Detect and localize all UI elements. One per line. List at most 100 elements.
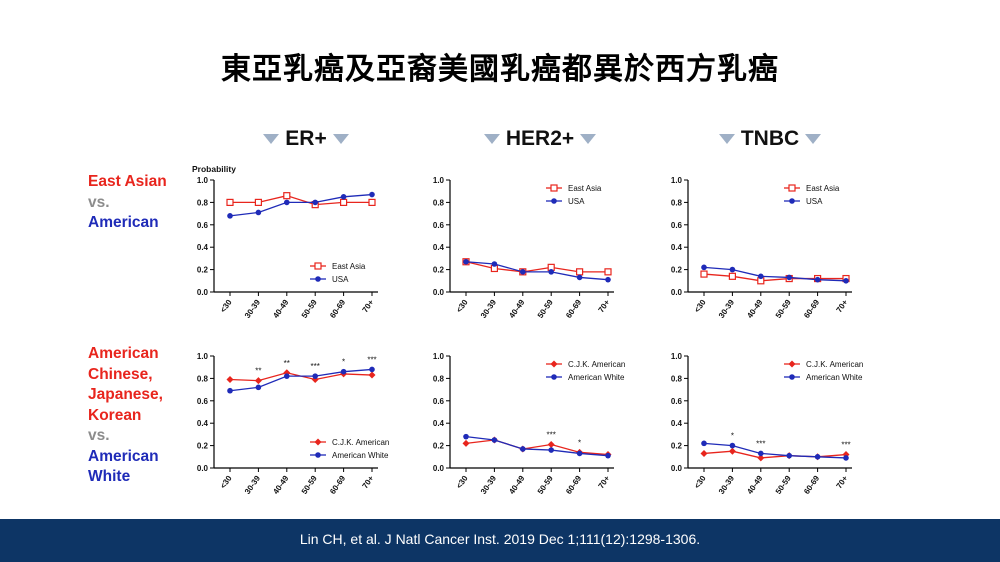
x-tick-label: 30-39 [479,474,498,496]
legend-marker [551,374,557,380]
x-tick-label: 40-49 [271,298,290,320]
x-tick-label: 70+ [834,474,849,491]
data-point [491,437,498,443]
data-point [605,452,611,459]
y-tick-label: 1.0 [197,176,209,185]
data-point [255,209,262,216]
x-tick-label: 70+ [360,474,375,491]
y-tick-label: 1.0 [433,352,445,361]
y-tick-label: 0.6 [197,221,209,230]
series-line [703,442,847,459]
legend-marker [789,198,795,204]
chart-panel-5: 0.0 0.2 0.4 0.6 0.8 1.0 <30 30-39 40-49 50-59 60-6… [433,352,625,496]
legend-label: East Asia [568,184,602,193]
y-tick-label: 0.8 [671,374,683,383]
triangle-down-icon [718,134,735,145]
y-tick-label: 0.4 [671,419,683,428]
x-tick-label: 50-59 [774,298,793,320]
x-tick-label: 40-49 [507,474,526,496]
x-tick-label: <30 [454,298,469,315]
data-point [463,258,469,265]
legend-label: East Asia [332,262,366,271]
series-line [229,193,373,217]
significance-marker: *** [367,355,376,364]
y-tick-label: 1.0 [671,352,683,361]
data-point [283,192,291,200]
y-tick-label: 0.2 [671,442,683,451]
y-tick-label: 0.8 [197,198,209,207]
y-tick-label: 0.8 [433,198,445,207]
data-point [226,376,234,384]
data-point [284,373,290,379]
column-header-her2: HER2+ [440,127,640,151]
y-tick-label: 0.4 [197,419,209,428]
significance-marker: *** [547,430,556,439]
legend-marker [788,184,796,192]
data-point [547,440,555,448]
data-point [758,450,764,457]
data-point [757,454,765,462]
legend-marker [314,262,322,270]
y-tick-label: 0.0 [197,288,209,297]
chart-panel-6: 0.0 0.2 0.4 0.6 0.8 1.0 <30 30-39 40-49 50-59 60-6… [671,352,863,496]
y-axis-label: Probability [192,164,236,174]
data-point [254,198,262,206]
y-tick-label: 0.8 [197,374,209,383]
y-tick-label: 0.0 [671,288,683,297]
chart-panel-2: 0.0 0.2 0.4 0.6 0.8 1.0 <30 30-39 40-49 50-59 60-6… [433,176,614,320]
triangle-down-icon [483,134,500,145]
y-tick-label: 0.6 [671,221,683,230]
series-line [703,273,846,282]
x-tick-label: 50-59 [300,298,319,320]
legend-label: East Asia [806,184,840,193]
data-point [312,373,319,379]
significance-marker: * [731,432,734,441]
x-tick-label: 30-39 [243,474,262,496]
x-tick-label: 60-69 [802,474,821,496]
x-tick-label: 70+ [360,298,375,315]
data-point [729,442,736,449]
x-tick-label: 40-49 [745,298,764,320]
data-point [814,276,821,283]
legend-marker [314,438,322,446]
data-point [368,198,376,206]
significance-marker: ** [255,367,261,376]
significance-marker: *** [756,439,765,448]
data-point [312,199,319,206]
legend-marker [788,360,796,368]
data-point [729,266,736,273]
data-point [701,264,707,271]
series-line [465,261,608,273]
data-point [548,269,554,275]
data-point [340,194,347,200]
column-header-tnbc: TNBC [670,127,870,151]
data-point [700,449,708,457]
x-tick-label: 70+ [596,474,611,491]
data-point [728,272,737,280]
x-tick-label: 50-59 [536,474,555,496]
data-point [340,198,348,206]
legend-label: American White [806,373,863,382]
y-tick-label: 0.2 [197,442,209,451]
y-tick-label: 0.0 [433,288,445,297]
data-point [369,366,375,373]
y-tick-label: 0.6 [433,397,445,406]
y-tick-label: 0.0 [197,464,209,473]
x-tick-label: 70+ [596,298,611,315]
legend-marker [551,198,557,204]
data-point [491,261,498,267]
series-line [703,266,847,282]
y-tick-label: 0.4 [433,419,445,428]
triangle-down-icon [332,134,349,145]
chart-grid: 0.0 0.2 0.4 0.6 0.8 1.0 <30 30-39 40-49 50-59 60-6… [192,164,863,496]
chart-panel-3: 0.0 0.2 0.4 0.6 0.8 1.0 <30 30-39 40-49 50-59 60-6… [671,176,852,320]
legend-marker [315,452,321,458]
significance-marker: *** [841,441,850,450]
data-point [575,268,584,276]
y-tick-label: 0.4 [433,243,445,252]
data-point [548,447,554,453]
x-tick-label: 30-39 [479,298,498,320]
data-point [814,454,821,460]
x-tick-label: 60-69 [802,298,821,320]
x-tick-label: <30 [218,474,233,491]
